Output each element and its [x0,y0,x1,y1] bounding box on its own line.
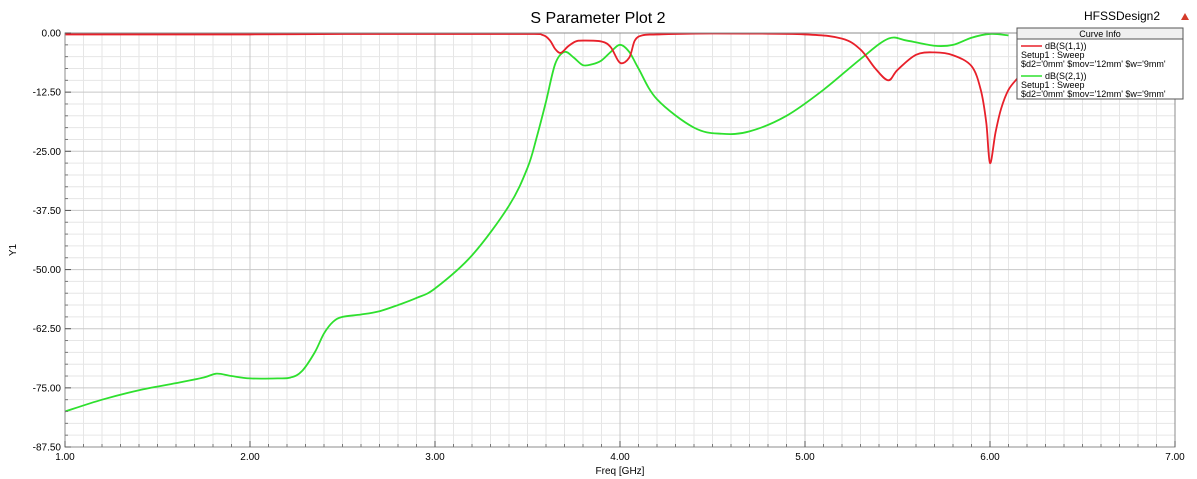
x-axis-ticks: 1.00 2.00 3.00 4.00 5.00 6.00 7.00 [55,441,1185,463]
legend-label-s11: dB(S(1,1)) [1045,41,1087,51]
design-marker-icon [1181,13,1189,20]
series-line-s21[interactable] [65,33,1009,413]
y-tick-label: -25.00 [33,147,62,158]
y-axis-label: Y1 [8,243,19,256]
legend-setup-s21: Setup1 : Sweep [1021,80,1085,90]
x-tick-label: 6.00 [980,452,1000,463]
y-axis-ticks: 0.00 -12.50 -25.00 -37.50 -50.00 -62.50 -75.00… [33,29,71,454]
legend-title: Curve Info [1079,29,1121,39]
x-tick-label: 5.00 [795,452,815,463]
y-tick-label: -12.50 [33,88,62,99]
legend-box [1016,27,1184,100]
legend-title-bar [1016,27,1184,40]
x-tick-label: 1.00 [55,452,75,463]
y-tick-label: -75.00 [33,383,62,394]
legend[interactable]: Curve Info dB(S(1,1)) Setup1 : Sweep $d2… [1016,27,1184,100]
design-name: HFSSDesign2 [1084,9,1160,23]
series-layer [65,33,1019,413]
y-tick-label: -37.50 [33,206,62,217]
y-tick-label: 0.00 [42,29,62,40]
y-tick-label: -87.50 [33,443,62,454]
legend-label-s21: dB(S(2,1)) [1045,71,1087,81]
y-tick-label: -50.00 [33,265,62,276]
legend-setup-s11: Setup1 : Sweep [1021,50,1085,60]
legend-params-s21: $d2='0mm' $mov='12mm' $w='9mm' [1021,89,1166,99]
x-tick-label: 7.00 [1165,452,1185,463]
x-tick-label: 4.00 [610,452,630,463]
x-axis-label: Freq [GHz] [596,466,645,477]
chart-title: S Parameter Plot 2 [530,10,665,27]
x-tick-label: 2.00 [240,452,260,463]
series-line-s11[interactable] [65,33,1019,165]
legend-params-s11: $d2='0mm' $mov='12mm' $w='9mm' [1021,59,1166,69]
x-tick-label: 3.00 [425,452,445,463]
y-tick-label: -62.50 [33,324,62,335]
